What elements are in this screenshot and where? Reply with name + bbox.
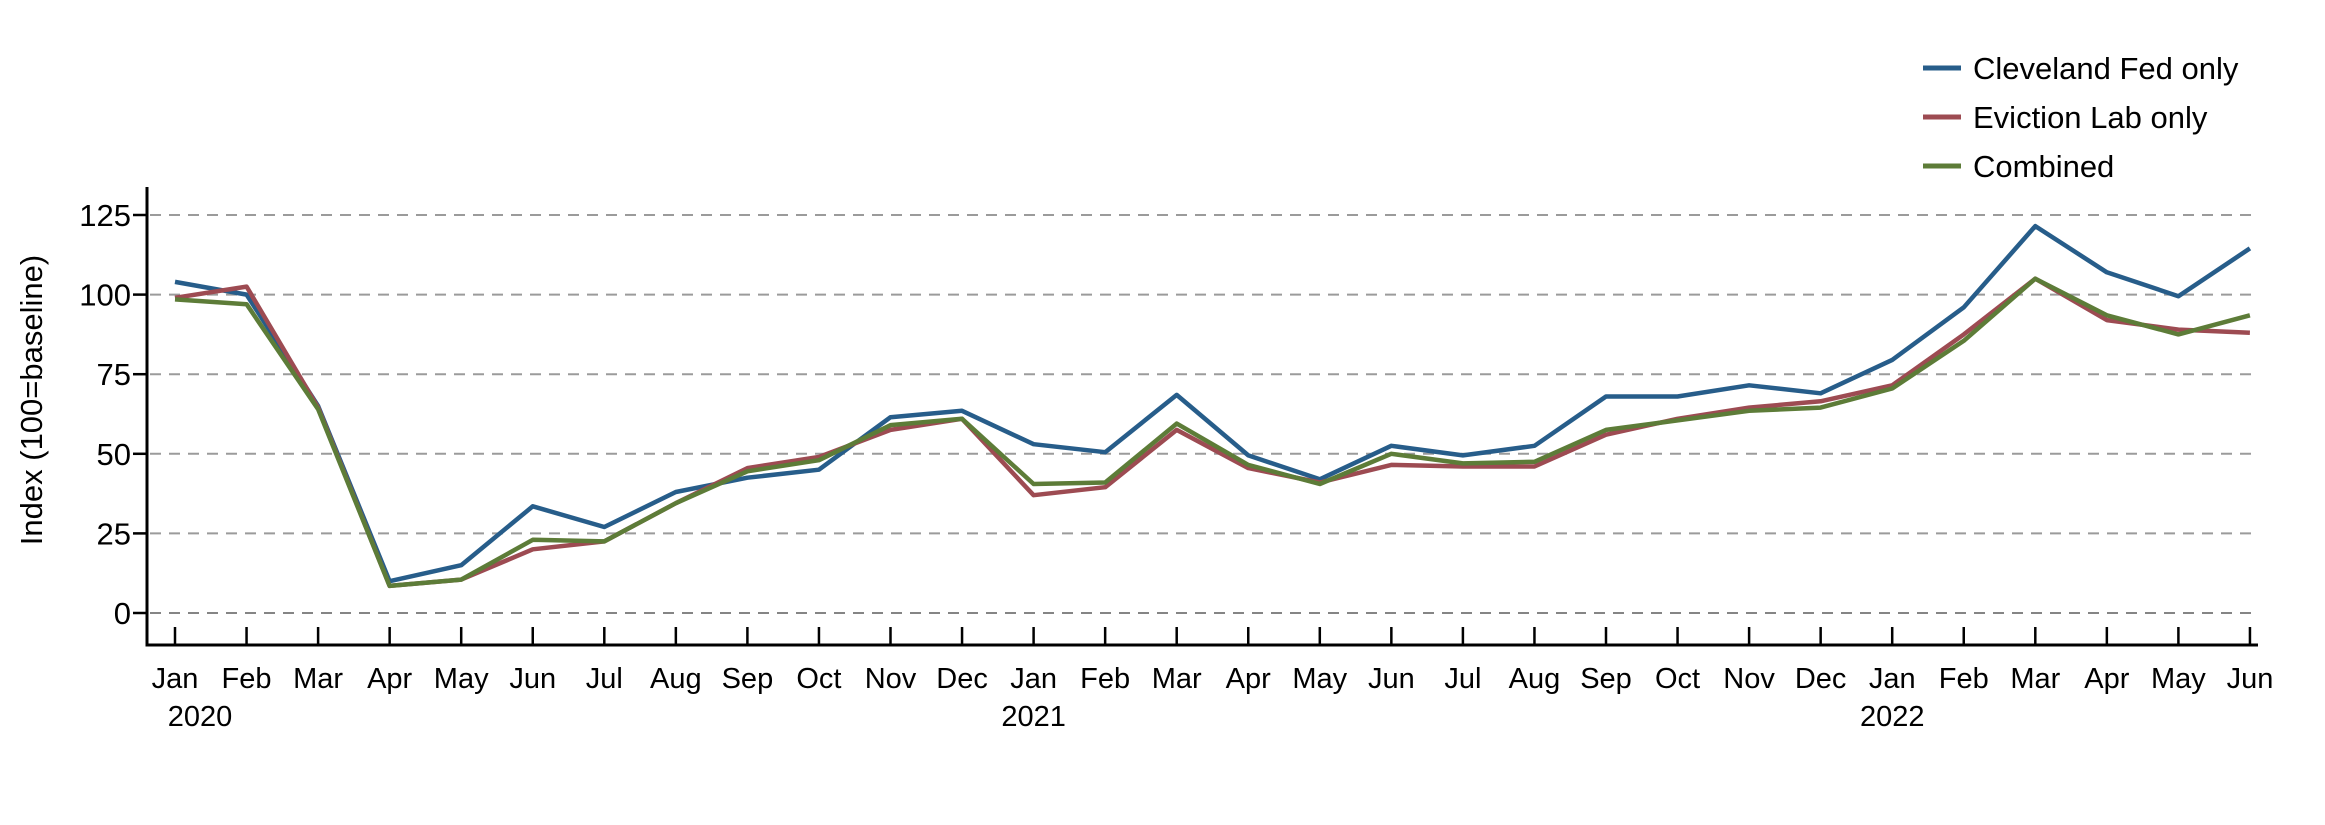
month-label-8: Sep <box>722 663 774 695</box>
month-label-18: Jul <box>1444 663 1481 695</box>
year-label-2021: 2021 <box>1001 701 1066 733</box>
month-label-4: May <box>434 663 489 695</box>
legend-label-1: Eviction Lab only <box>1973 100 2208 135</box>
y-axis-title: Index (100=baseline) <box>14 255 49 545</box>
y-tick-label-75: 75 <box>97 357 131 392</box>
y-tick-label-125: 125 <box>79 198 131 233</box>
month-label-16: May <box>1292 663 1347 695</box>
month-label-26: Mar <box>2010 663 2060 695</box>
month-label-29: Jun <box>2227 663 2274 695</box>
y-tick-label-50: 50 <box>97 437 131 472</box>
month-label-25: Feb <box>1939 663 1989 695</box>
month-label-9: Oct <box>796 663 841 695</box>
month-label-23: Dec <box>1795 663 1847 695</box>
month-label-27: Apr <box>2084 663 2129 695</box>
month-label-10: Nov <box>865 663 917 695</box>
month-label-19: Aug <box>1509 663 1561 695</box>
year-label-2020: 2020 <box>168 701 233 733</box>
month-label-21: Oct <box>1655 663 1700 695</box>
legend-label-2: Combined <box>1973 149 2114 184</box>
month-label-6: Jul <box>586 663 623 695</box>
year-label-2022: 2022 <box>1860 701 1925 733</box>
series-line-eviction-lab-only <box>174 276 2251 589</box>
month-label-1: Feb <box>222 663 272 695</box>
month-label-15: Apr <box>1226 663 1271 695</box>
y-tick-label-0: 0 <box>114 596 131 631</box>
month-label-0: Jan <box>152 663 199 695</box>
month-label-22: Nov <box>1723 663 1775 695</box>
month-label-11: Dec <box>936 663 988 695</box>
y-tick-label-100: 100 <box>79 278 131 313</box>
series-line-combined <box>174 276 2251 589</box>
month-label-17: Jun <box>1368 663 1415 695</box>
legend-label-0: Cleveland Fed only <box>1973 51 2239 86</box>
series-line-cleveland-fed-only <box>174 223 2252 584</box>
month-label-13: Feb <box>1080 663 1130 695</box>
month-label-5: Jun <box>509 663 556 695</box>
month-label-3: Apr <box>367 663 412 695</box>
month-label-20: Sep <box>1580 663 1632 695</box>
month-label-12: Jan <box>1010 663 1057 695</box>
month-label-14: Mar <box>1152 663 1202 695</box>
month-label-28: May <box>2151 663 2206 695</box>
month-label-7: Aug <box>650 663 702 695</box>
y-tick-label-25: 25 <box>97 516 131 551</box>
month-label-24: Jan <box>1869 663 1916 695</box>
month-label-2: Mar <box>293 663 343 695</box>
